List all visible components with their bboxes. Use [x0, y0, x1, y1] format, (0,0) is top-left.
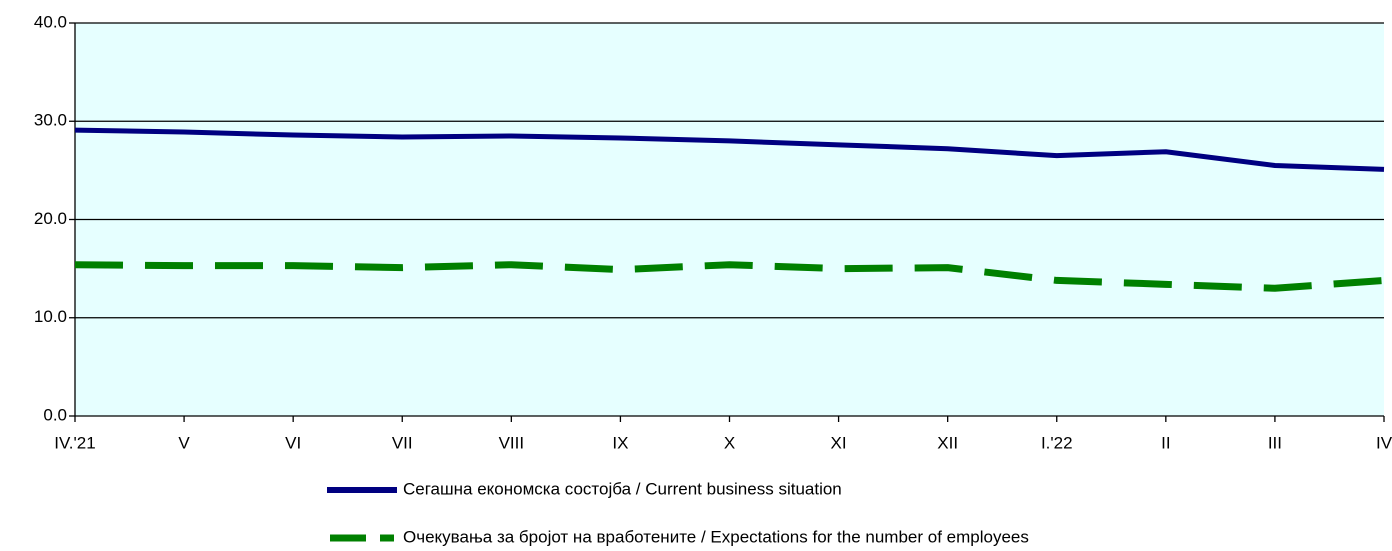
- x-tick-label: V: [178, 433, 190, 452]
- x-tick-label: XI: [831, 433, 847, 452]
- x-tick-label: III: [1268, 433, 1282, 452]
- y-tick-label: 40.0: [34, 12, 67, 31]
- y-tick-label: 10.0: [34, 307, 67, 326]
- x-tick-label: IV.'21: [54, 433, 95, 452]
- x-tick-label: VI: [285, 433, 301, 452]
- series-line: [74, 261, 1385, 292]
- x-tick-label: VII: [392, 433, 413, 452]
- x-tick-label: II: [1161, 433, 1170, 452]
- x-tick-label: I.'22: [1041, 433, 1073, 452]
- legend-label: Очекувања за бројот на вработените / Exp…: [403, 527, 1029, 546]
- x-tick-label: X: [724, 433, 735, 452]
- x-tick-label: VIII: [499, 433, 525, 452]
- x-tick-label: IV: [1376, 433, 1392, 452]
- x-tick-label: IX: [612, 433, 628, 452]
- series-line: [74, 127, 1385, 172]
- y-tick-label: 0.0: [43, 405, 67, 424]
- y-tick-label: 30.0: [34, 111, 67, 130]
- x-tick-label: XII: [937, 433, 958, 452]
- legend-label: Сегашна економска состојба / Current bus…: [403, 479, 842, 498]
- y-tick-label: 20.0: [34, 209, 67, 228]
